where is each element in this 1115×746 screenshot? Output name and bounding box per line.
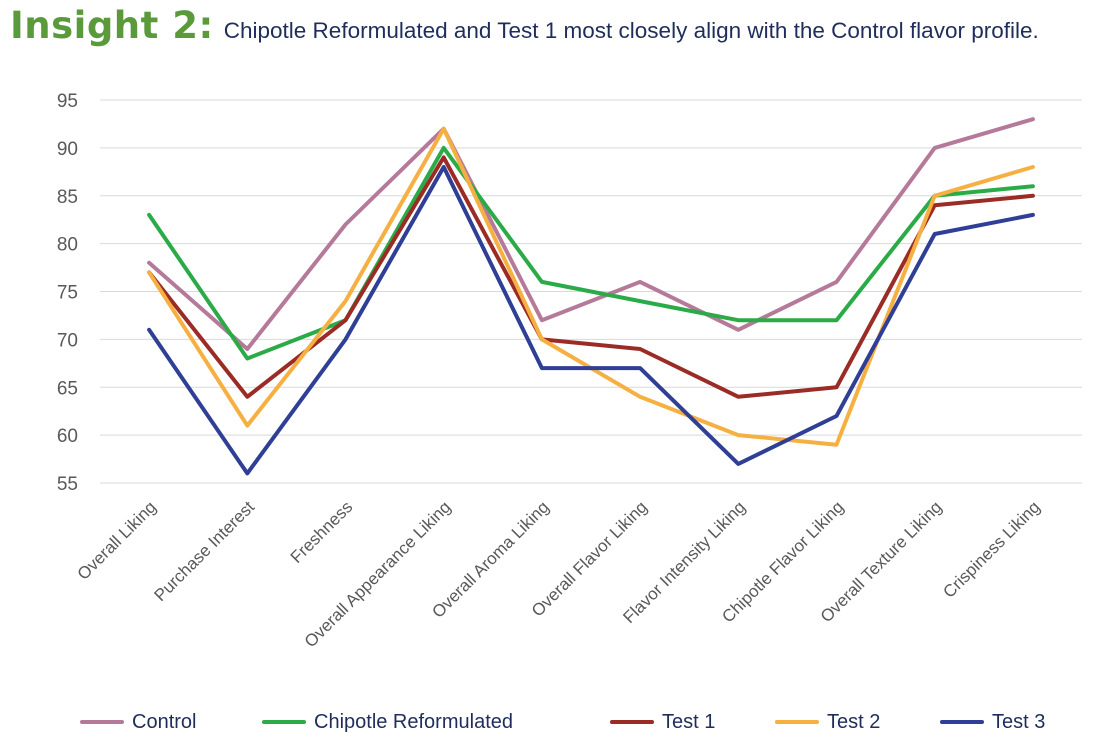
y-tick-label: 70 <box>57 330 78 351</box>
x-category-label: Crispiness Liking <box>939 497 1043 601</box>
line-chart: 95 90 85 80 75 70 65 60 55 Overall LikingPurchas… <box>57 91 1082 651</box>
legend-label: Test 3 <box>992 710 1046 733</box>
legend: Control Chipotle Reformulated Test 1 Test 2… <box>0 706 1115 738</box>
insight-text: Chipotle Reformulated and Test 1 most cl… <box>223 18 1039 43</box>
x-category-label: Freshness <box>287 497 357 567</box>
series-line-test-3 <box>147 165 1035 476</box>
series-line-test-1 <box>147 155 1035 399</box>
legend-item: Test 1 <box>610 706 715 738</box>
legend-swatch <box>610 720 654 724</box>
x-category-label: Purchase Interest <box>150 497 258 605</box>
insight-label: Insight 2: <box>10 4 214 47</box>
series-lines <box>147 117 1035 476</box>
legend-label: Test 1 <box>662 710 716 733</box>
y-tick-label: 60 <box>57 426 78 447</box>
legend-swatch <box>940 720 984 724</box>
legend-swatch <box>80 720 124 724</box>
legend-item: Chipotle Reformulated <box>262 706 513 738</box>
y-tick-label: 90 <box>57 139 78 160</box>
series-line-test-2 <box>147 126 1035 447</box>
legend-item: Test 3 <box>940 706 1045 738</box>
y-tick-label: 80 <box>57 235 78 256</box>
y-tick-label: 85 <box>57 187 78 208</box>
y-tick-label: 65 <box>57 378 78 399</box>
chart-header: Insight 2: Chipotle Reformulated and Tes… <box>10 4 1039 52</box>
y-tick-label: 75 <box>57 283 78 304</box>
y-tick-label: 55 <box>57 474 78 495</box>
legend-label: Control <box>132 710 197 733</box>
y-axis-ticks: 95 90 85 80 75 70 65 60 55 <box>57 91 78 495</box>
legend-label: Chipotle Reformulated <box>314 710 513 733</box>
series-line-chipotle-reformulated <box>147 145 1035 361</box>
legend-item: Test 2 <box>775 706 880 738</box>
y-tick-label: 95 <box>57 91 78 112</box>
series-line-control <box>147 117 1035 351</box>
gridlines <box>100 99 1082 484</box>
legend-item: Control <box>80 706 196 738</box>
legend-swatch <box>262 720 306 724</box>
x-category-label: Overall Liking <box>74 497 160 583</box>
legend-label: Test 2 <box>827 710 881 733</box>
legend-swatch <box>775 720 819 724</box>
